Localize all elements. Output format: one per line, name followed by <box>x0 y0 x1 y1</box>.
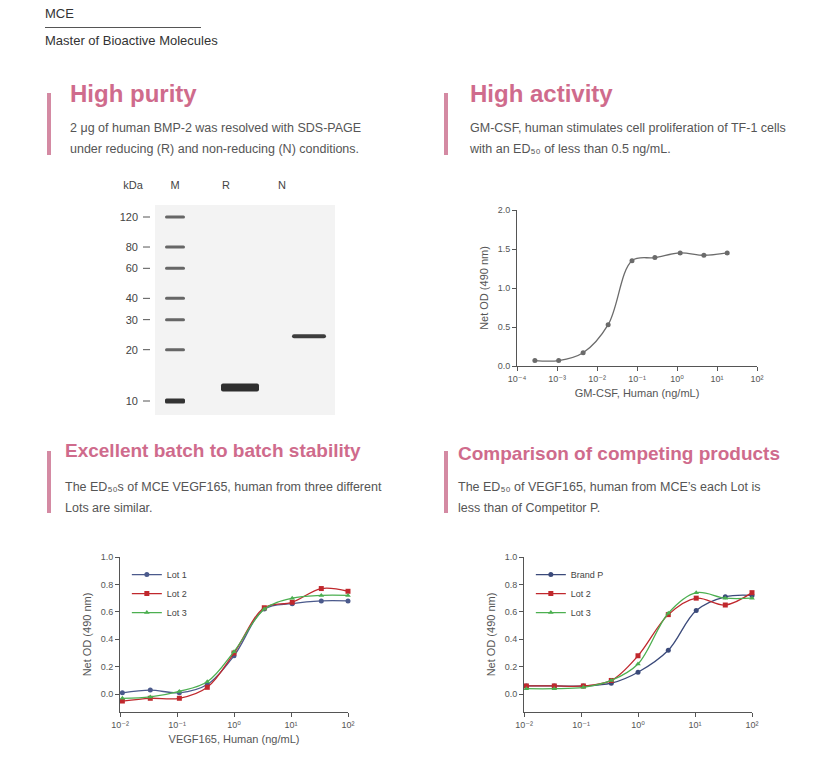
svg-text:N: N <box>278 179 286 191</box>
svg-text:0.8: 0.8 <box>101 580 114 590</box>
svg-text:Net OD (490 nm): Net OD (490 nm) <box>478 246 490 330</box>
svg-text:10⁻²: 10⁻² <box>588 374 606 384</box>
html-text:High activity: High activity <box>470 80 613 107</box>
svg-text:0.2: 0.2 <box>505 662 518 672</box>
svg-text:10⁰: 10⁰ <box>631 720 645 730</box>
svg-text:0.0: 0.0 <box>101 689 114 699</box>
svg-text:10²: 10² <box>750 374 763 384</box>
svg-text:0.4: 0.4 <box>505 634 518 644</box>
svg-text:VEGF165, Human (ng/mL): VEGF165, Human (ng/mL) <box>169 733 300 745</box>
svg-text:M: M <box>170 179 179 191</box>
html-text:High purity: High purity <box>70 80 197 107</box>
svg-text:10⁻¹: 10⁻¹ <box>168 720 186 730</box>
svg-text:0.6: 0.6 <box>505 607 518 617</box>
html-text:under reducing (R) and non-red: under reducing (R) and non-reducing (N) … <box>70 142 359 156</box>
svg-text:10²: 10² <box>745 720 758 730</box>
svg-text:60: 60 <box>126 262 138 274</box>
svg-text:80: 80 <box>126 241 138 253</box>
html-text:with an ED₅₀ of less than 0.5: with an ED₅₀ of less than 0.5 ng/mL. <box>470 142 671 156</box>
html-text:The ED₅₀ of VEGF165, human fro: The ED₅₀ of VEGF165, human from MCE’s ea… <box>458 480 761 494</box>
svg-text:10¹: 10¹ <box>688 720 701 730</box>
html-text:Excellent batch to batch stabi: Excellent batch to batch stability <box>65 440 361 461</box>
svg-text:10²: 10² <box>341 720 354 730</box>
html-text:less than of Competitor P.: less than of Competitor P. <box>458 501 601 515</box>
svg-text:Brand P: Brand P <box>571 570 604 580</box>
html-text:GM-CSF, human stimulates cell: GM-CSF, human stimulates cell proliferat… <box>470 121 786 135</box>
svg-text:Lot 2: Lot 2 <box>167 589 187 599</box>
svg-text:Lot 2: Lot 2 <box>571 589 591 599</box>
svg-text:10: 10 <box>126 395 138 407</box>
svg-text:1.0: 1.0 <box>101 552 114 562</box>
svg-text:R: R <box>222 179 230 191</box>
svg-text:10⁻¹: 10⁻¹ <box>628 374 646 384</box>
svg-text:kDa: kDa <box>123 179 143 191</box>
html-text:The ED₅₀s of MCE VEGF165, huma: The ED₅₀s of MCE VEGF165, human from thr… <box>65 480 382 494</box>
svg-text:10⁻³: 10⁻³ <box>548 374 566 384</box>
svg-text:Lot 1: Lot 1 <box>167 570 187 580</box>
html-text:2 μg of human BMP-2 was resolv: 2 μg of human BMP-2 was resolved with SD… <box>70 121 362 135</box>
svg-text:0.8: 0.8 <box>505 580 518 590</box>
svg-text:Net OD (490 nm): Net OD (490 nm) <box>81 593 93 677</box>
svg-text:20: 20 <box>126 344 138 356</box>
html-text:MCE: MCE <box>45 6 74 21</box>
svg-text:10¹: 10¹ <box>710 374 723 384</box>
svg-text:1.5: 1.5 <box>498 244 511 254</box>
svg-text:1.0: 1.0 <box>498 283 511 293</box>
html-text:Master of Bioactive Molecules: Master of Bioactive Molecules <box>45 33 218 48</box>
svg-text:10⁻²: 10⁻² <box>111 720 129 730</box>
svg-text:10⁻²: 10⁻² <box>515 720 533 730</box>
svg-text:10⁰: 10⁰ <box>670 374 684 384</box>
svg-text:1.0: 1.0 <box>505 552 518 562</box>
svg-text:10⁻¹: 10⁻¹ <box>572 720 590 730</box>
svg-text:0.4: 0.4 <box>101 634 114 644</box>
svg-text:GM-CSF, Human (ng/mL): GM-CSF, Human (ng/mL) <box>575 387 700 399</box>
svg-text:40: 40 <box>126 292 138 304</box>
svg-text:0.2: 0.2 <box>101 662 114 672</box>
svg-text:0.5: 0.5 <box>498 322 511 332</box>
svg-text:2.0: 2.0 <box>498 205 511 215</box>
svg-text:120: 120 <box>120 211 138 223</box>
html-text:Lots are similar.: Lots are similar. <box>65 501 153 515</box>
svg-text:10¹: 10¹ <box>284 720 297 730</box>
svg-text:0.0: 0.0 <box>498 361 511 371</box>
svg-text:30: 30 <box>126 314 138 326</box>
svg-text:10⁻⁴: 10⁻⁴ <box>508 374 527 384</box>
svg-text:Lot 3: Lot 3 <box>571 608 591 618</box>
html-text:Comparison of competing produc: Comparison of competing products <box>458 443 780 464</box>
svg-text:0.0: 0.0 <box>505 689 518 699</box>
svg-text:10⁰: 10⁰ <box>227 720 241 730</box>
svg-text:Lot 3: Lot 3 <box>167 608 187 618</box>
svg-text:Net OD (490 nm): Net OD (490 nm) <box>485 593 497 677</box>
svg-text:0.6: 0.6 <box>101 607 114 617</box>
